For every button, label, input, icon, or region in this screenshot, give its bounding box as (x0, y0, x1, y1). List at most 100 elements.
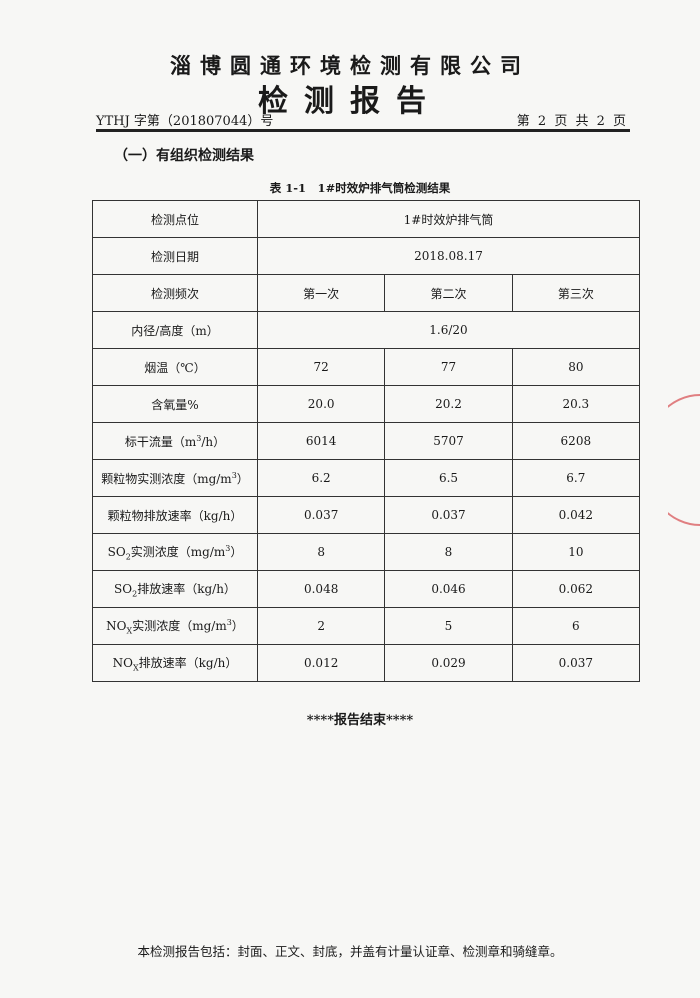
cell-value: 0.046 (384, 570, 513, 608)
label-part: 3 (196, 433, 202, 443)
merged-value: 1#时效炉排气筒 (257, 200, 640, 238)
label-part: 实测浓度（mg/m (132, 618, 227, 633)
label-part: ） (230, 544, 243, 559)
cell-value: 0.029 (384, 644, 513, 682)
row-label: 含氧量% (92, 385, 258, 423)
header-rule (96, 129, 630, 132)
cell-value: 20.0 (256, 385, 386, 423)
label-part: NO (106, 618, 127, 633)
label-part: 烟温（℃） (144, 360, 206, 375)
label-part: 排放速率（kg/h） (138, 655, 238, 670)
label-part: 实测浓度（mg/m (130, 544, 226, 559)
end-note: ****报告结束**** (306, 713, 414, 728)
table-row: 颗粒物实测浓度（mg/m3） 6.2 6.5 6.7 (92, 459, 641, 497)
cell-value: 0.042 (511, 496, 641, 534)
row-label: SO2排放速率（kg/h） (92, 570, 258, 608)
label-part: 2 (125, 552, 131, 562)
label-part: /h） (201, 434, 226, 449)
table-row: 标干流量（m3/h） 6014 5707 6208 (92, 422, 641, 460)
table-row: NOX实测浓度（mg/m3） 2 5 6 (92, 607, 641, 645)
table-row: 烟温（℃） 72 77 80 (92, 348, 641, 386)
label-part: NO (112, 655, 133, 670)
cell-value: 20.3 (511, 385, 641, 423)
cell-value: 第三次 (511, 274, 641, 312)
label-part: SO (114, 581, 133, 596)
label-part: 3 (226, 617, 232, 627)
cell-value: 8 (384, 533, 513, 571)
table-row: SO2排放速率（kg/h） 0.048 0.046 0.062 (92, 570, 641, 608)
label-part: 检测点位 (150, 212, 199, 227)
cell-value: 0.037 (511, 644, 641, 682)
report-title: 检测报告 (258, 84, 442, 119)
table-row: 颗粒物排放速率（kg/h） 0.037 0.037 0.042 (92, 496, 641, 534)
table-row: 检测点位 1#时效炉排气筒 (92, 200, 640, 238)
cell-value: 80 (511, 348, 641, 386)
merged-value: 2018.08.17 (257, 237, 640, 275)
row-label: 颗粒物实测浓度（mg/m3） (92, 459, 258, 497)
label-part: 颗粒物实测浓度（mg/m (101, 471, 232, 486)
company-name: 淄博圆通环境检测有限公司 (170, 54, 530, 78)
label-part: 颗粒物排放速率（kg/h） (107, 508, 243, 523)
label-part: 2 (132, 589, 138, 599)
cell-value: 10 (511, 533, 641, 571)
label-part: ） (231, 618, 244, 633)
row-label: 烟温（℃） (92, 348, 258, 386)
label-part: 检测频次 (150, 286, 199, 301)
row-label: 标干流量（m3/h） (92, 422, 258, 460)
cell-value: 0.048 (256, 570, 386, 608)
cell-value: 0.037 (256, 496, 386, 534)
stamp-seal-arc (668, 394, 700, 526)
table-row: 检测频次 第一次 第二次 第三次 (92, 274, 641, 312)
table-row: SO2实测浓度（mg/m3） 8 8 10 (92, 533, 641, 571)
cell-value: 第二次 (384, 274, 513, 312)
row-label: 检测频次 (92, 274, 258, 312)
cell-value: 6.5 (384, 459, 513, 497)
results-table: 检测点位 1#时效炉排气筒 检测日期 2018.08.17 检测频次 第一次 第二次 第三次内… (92, 200, 641, 682)
label-part: 标干流量（m (124, 434, 197, 449)
label-part: SO (107, 544, 126, 559)
row-label: NOX排放速率（kg/h） (92, 644, 258, 682)
cell-value: 2 (256, 607, 386, 645)
cell-value: 72 (256, 348, 386, 386)
cell-value: 6.2 (256, 459, 386, 497)
cell-value: 6014 (256, 422, 386, 460)
label-part: 3 (231, 470, 237, 480)
row-label: 内径/高度（m） (92, 311, 258, 349)
cell-value: 第一次 (256, 274, 386, 312)
row-label: 检测点位 (92, 200, 258, 238)
label-part: 检测日期 (150, 249, 199, 264)
label-part: 含氧量% (151, 397, 199, 412)
merged-value: 1.6/20 (257, 311, 640, 349)
label-part: 3 (225, 543, 231, 553)
label-part: ） (236, 471, 249, 486)
cell-value: 5707 (384, 422, 513, 460)
row-label: SO2实测浓度（mg/m3） (92, 533, 258, 571)
row-label: 检测日期 (92, 237, 258, 275)
cell-value: 6208 (511, 422, 641, 460)
stamp-seal (668, 394, 700, 526)
cell-value: 6.7 (511, 459, 641, 497)
page-number: 第 2 页 共 2 页 (516, 114, 628, 129)
table-caption: 表 1-1 1#时效炉排气筒检测结果 (269, 181, 451, 195)
cell-value: 6 (511, 607, 641, 645)
cell-value: 0.012 (256, 644, 386, 682)
cell-value: 0.062 (511, 570, 641, 608)
label-part: X (132, 663, 139, 673)
row-label: NOX实测浓度（mg/m3） (92, 607, 258, 645)
table-row: 内径/高度（m） 1.6/20 (92, 311, 640, 349)
footer-note: 本检测报告包括：封面、正文、封底，并盖有计量认证章、检测章和骑缝章。 (137, 944, 563, 959)
row-label: 颗粒物排放速率（kg/h） (92, 496, 258, 534)
table-row: NOX排放速率（kg/h） 0.012 0.029 0.037 (92, 644, 641, 682)
table-row: 含氧量% 20.0 20.2 20.3 (92, 385, 641, 423)
cell-value: 5 (384, 607, 513, 645)
label-part: 内径/高度（m） (131, 323, 219, 338)
label-part: 排放速率（kg/h） (137, 581, 236, 596)
cell-value: 77 (384, 348, 513, 386)
cell-value: 8 (256, 533, 386, 571)
label-part: X (126, 626, 133, 636)
cell-value: 0.037 (384, 496, 513, 534)
report-number: YTHJ 字第（201807044）号 (96, 114, 274, 129)
section-title: （一）有组织检测结果 (114, 148, 254, 164)
table-row: 检测日期 2018.08.17 (92, 237, 640, 275)
cell-value: 20.2 (384, 385, 513, 423)
